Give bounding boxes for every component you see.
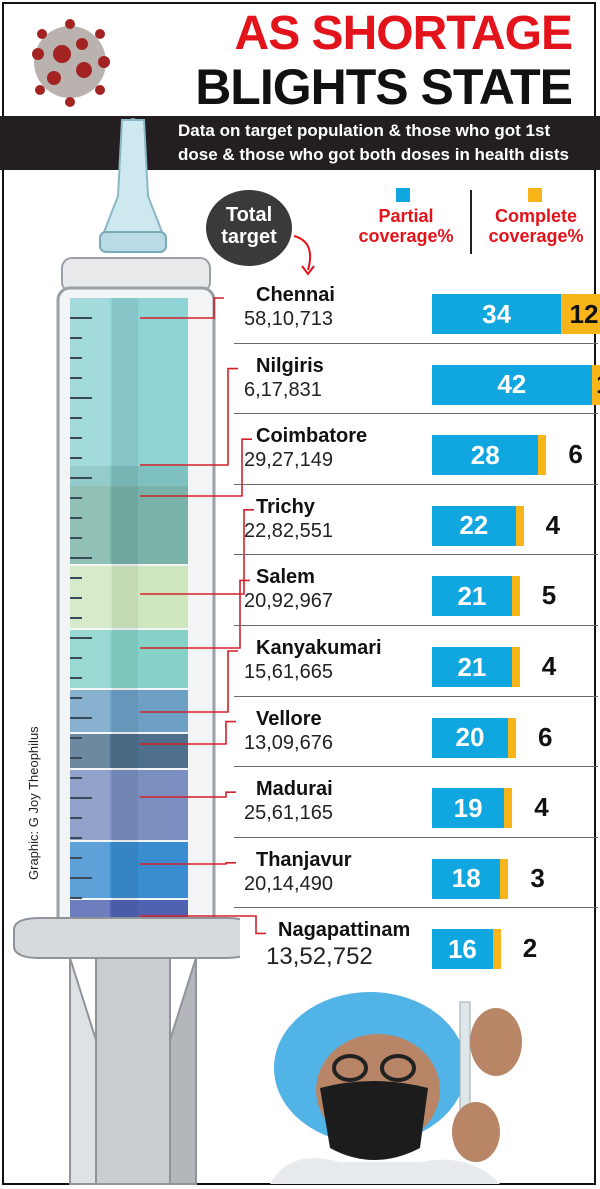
row-divider <box>234 625 598 626</box>
partial-bar: 34 <box>432 294 562 334</box>
legend-complete-swatch <box>528 188 542 202</box>
badge-line-1: Total <box>225 204 273 226</box>
row-divider <box>234 695 598 697</box>
district-target: 20,14,490 <box>244 872 333 895</box>
leader-line <box>140 508 254 595</box>
legend-complete-label: Complete coverage% <box>478 206 594 246</box>
complete-bar <box>500 858 509 899</box>
district-name: Nilgiris <box>256 354 324 377</box>
legend-complete-line-1: Complete <box>494 206 577 226</box>
leader-line <box>140 367 238 466</box>
complete-bar <box>511 576 520 617</box>
district-name: Chennai <box>256 284 335 306</box>
partial-bar: 21 <box>432 647 512 687</box>
complete-value-label: 2 <box>522 933 538 964</box>
district-name: Salem <box>256 566 315 589</box>
syringe-illustration <box>13 118 240 1185</box>
subtitle-band: Data on target population & those who go… <box>0 116 600 170</box>
subtitle-line-2: dose & those who got both doses in healt… <box>178 145 570 164</box>
complete-bar <box>538 435 547 476</box>
row-divider <box>234 554 598 556</box>
district-target: 22,82,551 <box>244 519 333 542</box>
district-name: Trichy <box>256 495 315 518</box>
title-line-2: BLIGHTS STATE <box>195 59 573 115</box>
district-target: 20,92,967 <box>244 590 333 613</box>
complete-bar <box>515 505 524 546</box>
legend-partial-swatch <box>396 188 410 202</box>
leader-line <box>140 861 236 865</box>
complete-value-label: 6 <box>568 439 583 470</box>
complete-value-label: 3 <box>530 862 545 893</box>
leader-line <box>140 579 250 649</box>
district-target: 13,52,752 <box>266 943 373 971</box>
virus-illustration <box>32 19 110 107</box>
district-name: Thanjavur <box>256 848 352 871</box>
district-name: Madurai <box>256 778 333 801</box>
legend-partial-line-2: coverage% <box>358 226 454 246</box>
legend-partial-line-1: Partial <box>378 206 434 226</box>
leader-line <box>140 438 252 497</box>
district-target: 58,10,713 <box>244 308 333 330</box>
partial-bar: 42 <box>432 364 592 405</box>
district-target: 6,17,831 <box>244 378 322 401</box>
subtitle-line-1: Data on target population & those who go… <box>178 121 551 140</box>
complete-value-label: 6 <box>538 721 553 752</box>
partial-bar: 22 <box>432 505 516 546</box>
complete-value-label: 4 <box>541 651 557 681</box>
partial-bar: 28 <box>432 435 539 476</box>
district-target: 25,61,165 <box>244 802 333 825</box>
badge-line-2: target <box>221 226 277 248</box>
health-worker-photo <box>270 992 522 1184</box>
complete-bar: 12 <box>561 294 600 334</box>
title-line-1: AS SHORTAGE <box>234 7 573 60</box>
legend-divider <box>470 190 472 254</box>
row-divider <box>234 907 598 909</box>
partial-bar: 18 <box>432 858 501 899</box>
badge-arrow-icon <box>293 235 315 276</box>
district-name: Vellore <box>256 707 322 730</box>
total-target-badge: Total target <box>206 190 292 266</box>
row-divider <box>234 766 598 768</box>
partial-bar: 19 <box>432 788 505 829</box>
complete-value-label: 4 <box>534 792 549 823</box>
row-divider <box>234 483 598 485</box>
district-name: Nagapattinam <box>278 919 411 942</box>
partial-bar: 20 <box>432 717 508 758</box>
complete-value-label: 4 <box>545 509 561 540</box>
leader-line <box>140 791 236 798</box>
leader-line <box>140 720 236 745</box>
legend-complete-line-2: coverage% <box>488 226 584 246</box>
district-target: 15,61,665 <box>244 661 333 683</box>
partial-bar: 16 <box>432 929 493 970</box>
row-divider <box>234 413 598 415</box>
leader-line <box>140 915 266 935</box>
complete-bar <box>511 647 520 687</box>
partial-bar: 21 <box>432 576 512 617</box>
district-name: Coimbatore <box>256 425 368 448</box>
row-divider <box>234 836 598 838</box>
district-target: 29,27,149 <box>244 449 333 472</box>
district-target: 13,09,676 <box>244 731 333 754</box>
complete-value-label: 5 <box>541 580 557 611</box>
complete-bar <box>508 717 516 758</box>
complete-bar <box>492 929 501 970</box>
leader-line <box>140 650 238 713</box>
district-name: Kanyakumari <box>256 637 382 659</box>
legend-partial-label: Partial coverage% <box>352 206 460 246</box>
complete-bar: 10 <box>591 364 600 405</box>
row-divider <box>234 342 598 344</box>
complete-bar <box>504 788 513 829</box>
leader-line <box>140 297 224 319</box>
